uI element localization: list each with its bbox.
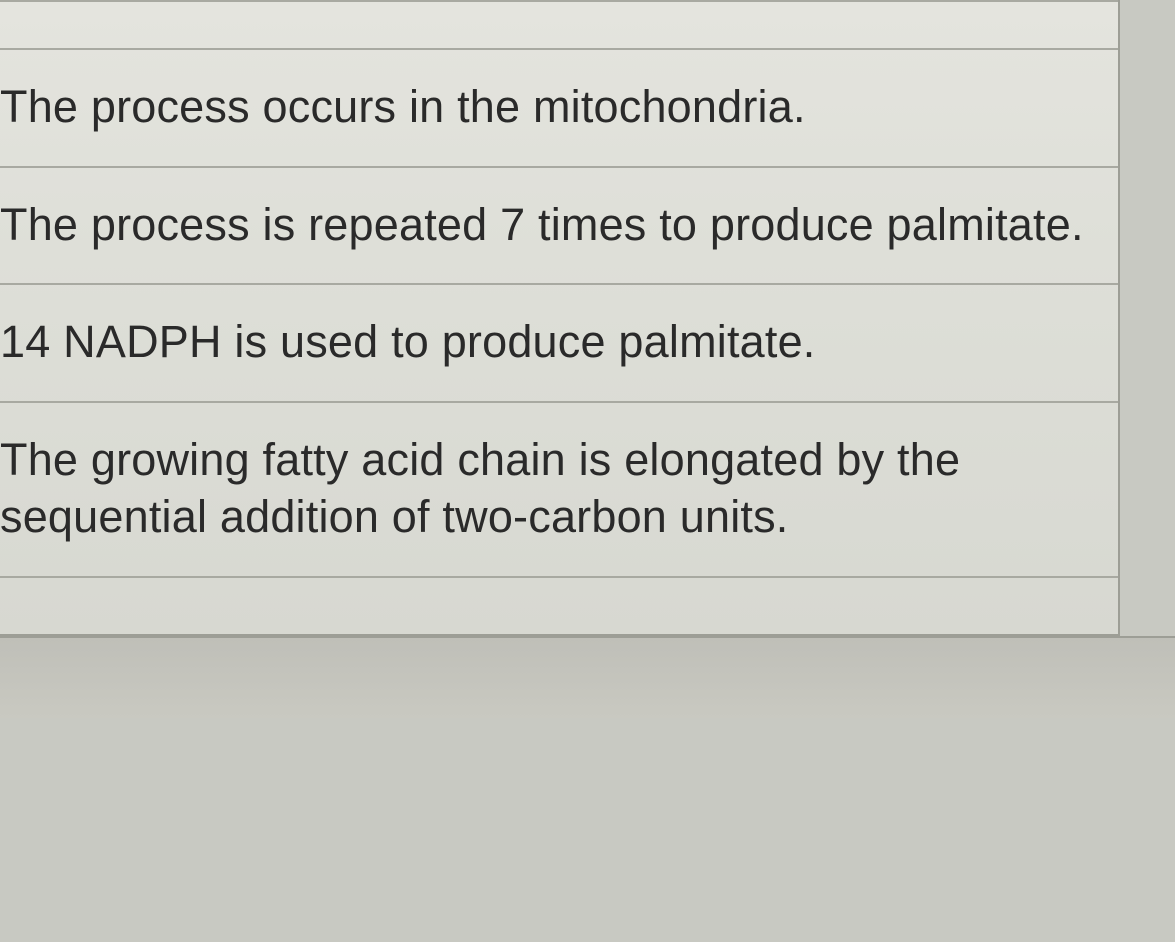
table-row[interactable]	[0, 0, 1118, 48]
card-bottom-spacer	[0, 576, 1118, 634]
statement-text: The process occurs in the mitochondria.	[0, 78, 1100, 136]
page-background	[0, 636, 1175, 718]
statements-card: The process occurs in the mitochondria. …	[0, 0, 1120, 636]
table-row[interactable]: The process occurs in the mitochondria.	[0, 48, 1118, 166]
statement-text: The process is repeated 7 times to produ…	[0, 196, 1100, 254]
statement-text: The growing fatty acid chain is elongate…	[0, 431, 1100, 546]
table-row[interactable]: The growing fatty acid chain is elongate…	[0, 401, 1118, 576]
table-row[interactable]: The process is repeated 7 times to produ…	[0, 166, 1118, 284]
table-row[interactable]: 14 NADPH is used to produce palmitate.	[0, 283, 1118, 401]
statement-text: 14 NADPH is used to produce palmitate.	[0, 313, 1100, 371]
